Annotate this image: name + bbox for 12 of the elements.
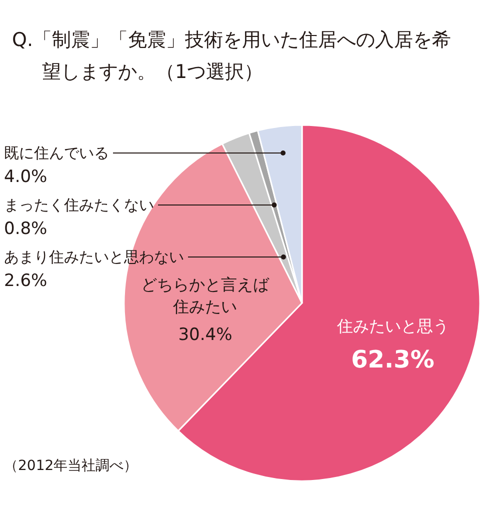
slice-label: まったく住みたくない: [4, 196, 154, 214]
chart-title: Q.「制震」「免震」技術を用いた住居への入居を希望しますか。（1つ選択）: [12, 29, 451, 83]
data-label: 2.6%: [4, 271, 48, 291]
data-label: 4.0%: [4, 167, 48, 187]
data-label: 62.3%: [351, 346, 434, 374]
text: （2012年当社調べ）: [4, 458, 138, 474]
data-label: 0.8%: [4, 219, 48, 239]
slice-label: どちらかと言えば住みたい: [141, 275, 270, 316]
data-label: 30.4%: [178, 325, 232, 346]
slice-label: 住みたいと思う: [336, 316, 449, 336]
slice-label: あまり住みたいと思わない: [4, 248, 184, 266]
slice-label: 既に住んでいる: [4, 144, 109, 162]
